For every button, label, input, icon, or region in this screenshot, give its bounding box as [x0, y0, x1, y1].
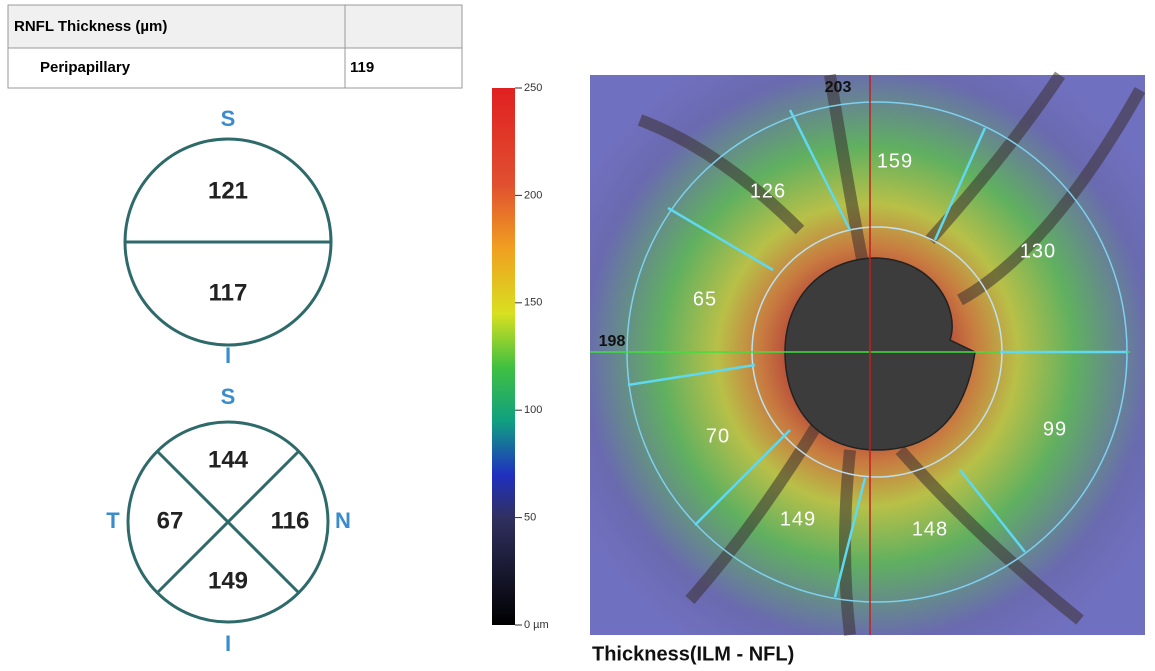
report: RNFL Thickness (µm) Peripapillary 119 S …: [0, 0, 1155, 671]
table-header: RNFL Thickness (µm): [14, 18, 167, 35]
sector-value: 70: [706, 425, 730, 447]
label: S: [221, 384, 236, 409]
tick-label: 150: [524, 297, 542, 309]
tick-label: 100: [524, 404, 542, 416]
value: 117: [209, 279, 248, 306]
quadrant-chart: S I T N 144 67 116 149: [106, 384, 351, 656]
sector-value: 130: [1020, 240, 1056, 262]
table-cell: 119: [350, 59, 374, 76]
label: I: [225, 631, 231, 656]
value: 121: [208, 177, 248, 204]
hemifield-chart: S I 121 117: [125, 106, 331, 368]
caption: Thickness(ILM - NFL): [592, 643, 794, 665]
sector-value: 65: [693, 288, 717, 310]
sector-value: 126: [750, 180, 786, 202]
sector-value: 148: [912, 518, 948, 540]
label: N: [335, 508, 351, 533]
tick-label: 0 µm: [524, 619, 549, 631]
tick-label: 50: [524, 512, 536, 524]
tick-label: 200: [524, 189, 542, 201]
map-value: 198: [599, 333, 626, 350]
tick-label: 250: [524, 82, 542, 94]
value: 67: [157, 507, 184, 534]
label: T: [106, 508, 120, 533]
page: RNFL Thickness (µm) Peripapillary 119 S …: [0, 0, 1155, 671]
thickness-map: 203 198 159 126 130 65 70 99 149 148 Thi…: [590, 75, 1145, 665]
value: 116: [271, 507, 310, 534]
sector-value: 99: [1043, 418, 1067, 440]
value: 144: [208, 446, 249, 473]
colorbar: 250 200 150 100 50 0 µm: [492, 82, 549, 631]
colorbar-gradient: [492, 88, 515, 625]
table-cell: Peripapillary: [40, 59, 131, 76]
sector-value: 159: [877, 150, 913, 172]
table: RNFL Thickness (µm) Peripapillary 119: [8, 5, 462, 88]
value: 149: [208, 567, 248, 594]
map-value: 203: [825, 79, 852, 96]
sector-value: 149: [780, 508, 816, 530]
label: S: [221, 106, 236, 131]
label: I: [225, 343, 231, 368]
